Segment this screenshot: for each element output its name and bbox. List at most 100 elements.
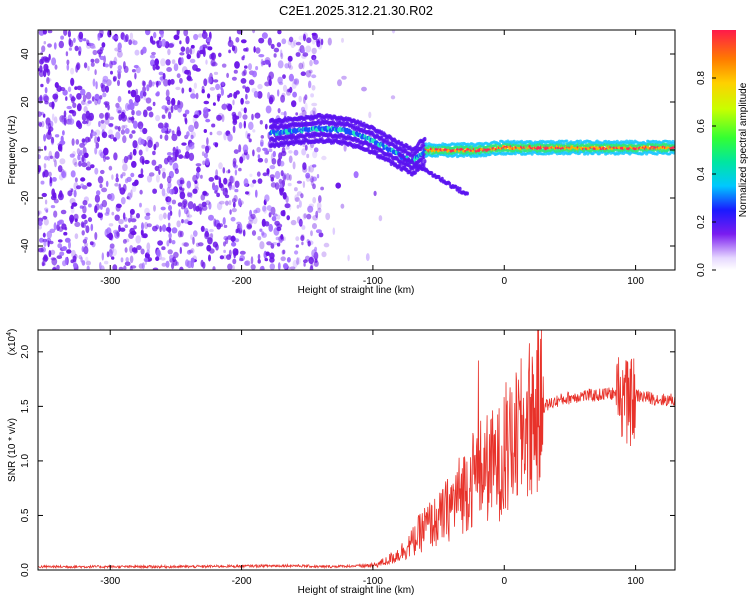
noise-speckle <box>226 72 230 78</box>
noise-speckle <box>38 154 41 160</box>
noise-speckle <box>48 122 52 130</box>
noise-speckle <box>218 52 222 58</box>
noise-speckle <box>129 255 134 264</box>
noise-speckle <box>312 223 317 230</box>
noise-speckle <box>203 107 209 115</box>
noise-speckle <box>266 168 270 175</box>
noise-speckle <box>257 253 261 261</box>
noise-speckle <box>301 109 307 116</box>
noise-speckle <box>110 70 113 75</box>
noise-speckle <box>173 63 179 72</box>
noise-speckle <box>130 265 137 269</box>
noise-speckle <box>231 198 237 203</box>
noise-speckle <box>43 218 49 226</box>
noise-speckle <box>161 188 166 197</box>
noise-speckle <box>261 32 268 39</box>
noise-speckle <box>213 79 219 83</box>
noise-speckle <box>204 230 209 238</box>
noise-speckle <box>311 47 317 55</box>
noise-speckle <box>192 188 198 194</box>
noise-speckle <box>270 177 274 182</box>
noise-speckle <box>175 32 180 41</box>
noise-speckle <box>155 65 160 70</box>
noise-speckle <box>282 263 289 269</box>
noise-speckle <box>225 187 228 193</box>
noise-speckle <box>212 266 216 270</box>
noise-speckle <box>242 114 248 120</box>
noise-speckle <box>303 213 307 219</box>
noise-speckle <box>189 58 196 64</box>
noise-speckle <box>169 210 173 216</box>
noise-speckle <box>234 169 238 176</box>
noise-speckle <box>185 259 190 267</box>
noise-speckle <box>288 203 292 211</box>
noise-speckle <box>181 219 184 224</box>
ridge-branch-point <box>466 191 469 196</box>
noise-speckle <box>179 40 182 45</box>
noise-speckle <box>256 146 262 153</box>
noise-speckle <box>193 33 199 41</box>
noise-speckle <box>244 65 248 69</box>
noise-speckle <box>117 50 123 58</box>
noise-speckle <box>77 154 81 161</box>
noise-speckle <box>108 249 113 258</box>
noise-speckle <box>72 157 77 166</box>
noise-speckle <box>124 224 128 228</box>
noise-speckle <box>268 96 274 105</box>
noise-speckle <box>195 163 202 167</box>
colorbar-tick-label: 0.8 <box>696 71 707 85</box>
noise-speckle <box>139 189 143 195</box>
noise-speckle <box>270 43 275 50</box>
noise-speckle <box>159 183 163 190</box>
noise-speckle <box>179 77 183 84</box>
noise-speckle <box>45 209 49 213</box>
noise-speckle <box>131 185 137 193</box>
noise-speckle <box>144 221 149 230</box>
noise-speckle <box>295 236 300 242</box>
noise-speckle <box>68 241 71 249</box>
noise-speckle <box>141 234 146 239</box>
noise-speckle <box>146 223 152 228</box>
noise-speckle <box>304 144 308 151</box>
noise-speckle <box>205 59 208 65</box>
noise-speckle <box>302 32 308 39</box>
noise-speckle <box>122 239 127 244</box>
ridge-point <box>475 154 480 158</box>
noise-speckle <box>111 248 118 257</box>
noise-speckle <box>301 225 306 230</box>
noise-speckle <box>228 200 232 206</box>
noise-speckle <box>207 93 211 99</box>
noise-speckle <box>85 225 90 234</box>
noise-speckle <box>194 186 200 191</box>
noise-speckle <box>295 244 299 248</box>
noise-speckle <box>189 47 193 55</box>
noise-speckle <box>192 236 195 245</box>
noise-speckle <box>373 190 377 197</box>
noise-speckle <box>280 52 284 60</box>
y-tick-label: 0.5 <box>20 508 31 522</box>
y-tick-label: 0 <box>20 147 31 153</box>
noise-speckle <box>243 120 246 129</box>
noise-speckle <box>264 194 270 202</box>
noise-speckle <box>284 63 290 69</box>
noise-speckle <box>160 206 166 211</box>
noise-speckle <box>160 257 166 261</box>
noise-speckle <box>52 93 59 100</box>
noise-speckle <box>327 37 332 46</box>
noise-speckle <box>313 59 319 65</box>
noise-speckle <box>144 215 151 221</box>
noise-speckle <box>223 241 226 247</box>
noise-speckle <box>281 92 286 98</box>
noise-speckle <box>193 114 199 119</box>
noise-speckle <box>59 251 65 257</box>
noise-speckle <box>193 203 197 212</box>
noise-speckle <box>252 216 258 225</box>
noise-speckle <box>97 212 103 218</box>
noise-speckle <box>190 257 195 263</box>
noise-speckle <box>161 246 166 251</box>
noise-speckle <box>42 262 46 266</box>
noise-speckle <box>289 86 293 93</box>
y-tick-label: -40 <box>20 238 31 253</box>
noise-speckle <box>250 256 254 265</box>
noise-speckle <box>53 210 58 218</box>
